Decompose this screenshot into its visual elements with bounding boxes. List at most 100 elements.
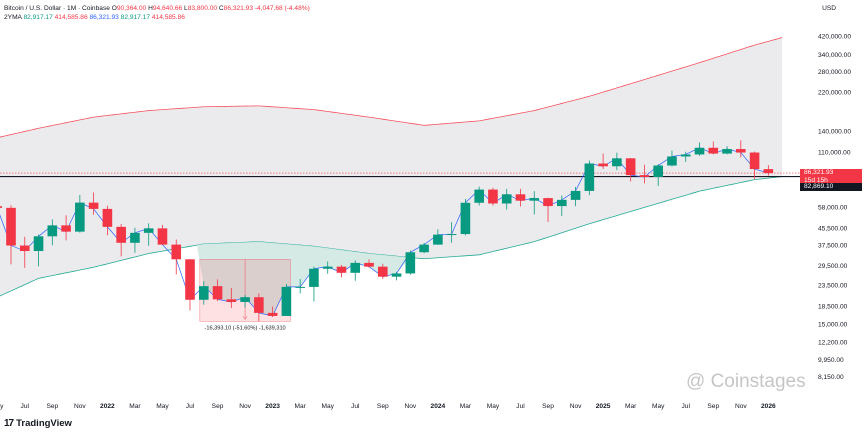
- price-tick-label: 45,500.00: [818, 226, 848, 233]
- price-tick-label: 23,500.00: [818, 283, 848, 290]
- candle-body: [102, 208, 113, 227]
- candle: [116, 223, 126, 257]
- candle-body: [474, 189, 484, 203]
- candle: [267, 306, 278, 318]
- candle: [598, 153, 608, 169]
- time-tick-label: May: [156, 403, 169, 410]
- range-arrow-head: [242, 316, 248, 320]
- candle-body: [198, 286, 209, 300]
- time-tick-label: Mar: [460, 403, 472, 410]
- below-band-fill: [196, 241, 411, 316]
- candle: [350, 260, 361, 281]
- time-tick-label: Sep: [46, 403, 58, 410]
- candle-body: [116, 226, 126, 243]
- indicator-value-4: 82,917.17: [120, 14, 151, 21]
- candle: [240, 295, 250, 308]
- tradingview-mark-icon: 17: [4, 418, 14, 429]
- time-tick-label: May: [652, 403, 665, 410]
- time-tick-label: May: [321, 403, 334, 410]
- candle: [722, 146, 732, 155]
- price-tick-label: 58,000.00: [818, 205, 848, 212]
- candle-body: [433, 234, 443, 245]
- candle-body: [501, 194, 512, 204]
- watermark: @ Coinstages: [686, 371, 806, 392]
- time-tick-label: Jul: [516, 403, 525, 410]
- tradingview-logo[interactable]: 17 TradingView: [4, 418, 72, 429]
- candle-body: [61, 225, 71, 232]
- last-price-value: 86,321.93: [804, 169, 834, 177]
- price-tick-label: 280,000.00: [818, 69, 851, 76]
- candle-body: [749, 152, 760, 170]
- time-tick-label: Jul: [351, 403, 360, 410]
- candle: [625, 158, 636, 182]
- candle-body: [267, 312, 278, 316]
- candle-body: [639, 175, 650, 177]
- price-tick-label: 420,000.00: [818, 34, 851, 41]
- price-tick-label: 37,500.00: [818, 242, 848, 249]
- candle: [212, 279, 223, 302]
- time-tick-label: Mar: [294, 403, 306, 410]
- candle: [639, 164, 650, 184]
- candle: [419, 243, 429, 254]
- candle: [198, 281, 209, 305]
- candle: [515, 188, 526, 207]
- candle-body: [722, 149, 732, 154]
- candle-body: [557, 199, 567, 207]
- candle-body: [612, 158, 622, 167]
- candle: [474, 186, 484, 206]
- time-tick-label: Mar: [625, 403, 637, 410]
- band-fill: [0, 37, 783, 296]
- candle: [584, 160, 595, 196]
- price-tick-label: 29,500.00: [818, 263, 848, 270]
- time-axis[interactable]: May Jul Sep Nov 2022 Mar May Jul Sep Nov 2023 Mar Ma…: [0, 403, 776, 410]
- candle: [295, 279, 305, 294]
- candle-body: [185, 259, 195, 300]
- candle: [667, 150, 677, 167]
- candle: [281, 283, 292, 316]
- candle-body: [708, 147, 719, 154]
- candle: [488, 187, 498, 206]
- candle-body: [584, 163, 595, 191]
- indicator-value-5: 414,585.86: [151, 14, 185, 21]
- time-tick-label: Sep: [377, 403, 389, 410]
- time-tick-label: Sep: [707, 403, 719, 410]
- candle-body: [322, 266, 333, 269]
- price-tick-label: 140,000.00: [818, 129, 851, 136]
- candle: [557, 195, 567, 217]
- time-tick-label: Jul: [682, 403, 691, 410]
- candle-body: [130, 232, 140, 243]
- symbol-legend-row: Bitcoin / U.S. Dollar · 1M · Coinbase O9…: [4, 4, 310, 13]
- candle-body: [598, 163, 608, 167]
- upper-band-line: [0, 37, 783, 138]
- indicator-value-1: 82,917.17: [23, 14, 53, 21]
- candle-body: [309, 268, 319, 287]
- candle: [391, 271, 402, 281]
- close-label: C: [218, 5, 224, 12]
- time-tick-label: Sep: [212, 403, 224, 410]
- candle: [680, 151, 691, 162]
- symbol-title: Bitcoin / U.S. Dollar · 1M · Coinbase: [4, 5, 110, 12]
- candle-body: [763, 169, 774, 174]
- candle: [736, 140, 746, 158]
- candle: [157, 224, 168, 245]
- candle-body: [419, 244, 429, 253]
- candle-body: [143, 228, 154, 233]
- price-axis[interactable]: 8,150.00 9,950.00 12,200.00 15,000.00 18,500…: [818, 34, 851, 381]
- price-tick-label: 15,000.00: [818, 321, 848, 328]
- bar-countdown: 15d 15h: [804, 177, 828, 185]
- time-tick-label: Nov: [239, 403, 251, 410]
- low-value: 83,800.00: [187, 5, 218, 12]
- candle: [61, 215, 71, 241]
- candle: [143, 223, 154, 246]
- horizontal-price-levels: [0, 172, 806, 178]
- candle: [254, 293, 264, 322]
- candle-body: [350, 262, 361, 273]
- indicator-value-2: 414,585.86: [54, 14, 88, 21]
- time-tick-label: 2026: [761, 403, 776, 410]
- candle-body: [515, 194, 526, 201]
- high-value: 94,640.66: [152, 5, 183, 12]
- candle-body: [529, 198, 540, 201]
- candle: [171, 239, 182, 275]
- time-tick-label: May: [487, 403, 500, 410]
